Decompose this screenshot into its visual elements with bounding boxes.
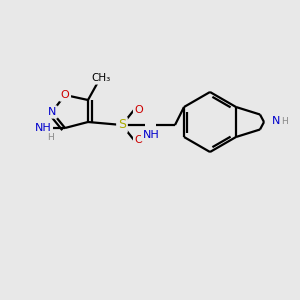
Text: O: O xyxy=(135,135,143,145)
Text: CH₃: CH₃ xyxy=(92,73,111,83)
Text: S: S xyxy=(118,118,126,131)
Text: NH: NH xyxy=(142,130,159,140)
Text: H: H xyxy=(48,133,54,142)
Text: O: O xyxy=(61,90,69,100)
Text: N: N xyxy=(272,116,280,126)
Text: N: N xyxy=(48,107,56,117)
Text: NH: NH xyxy=(34,123,51,133)
Text: H: H xyxy=(282,116,288,125)
Text: O: O xyxy=(135,105,143,115)
